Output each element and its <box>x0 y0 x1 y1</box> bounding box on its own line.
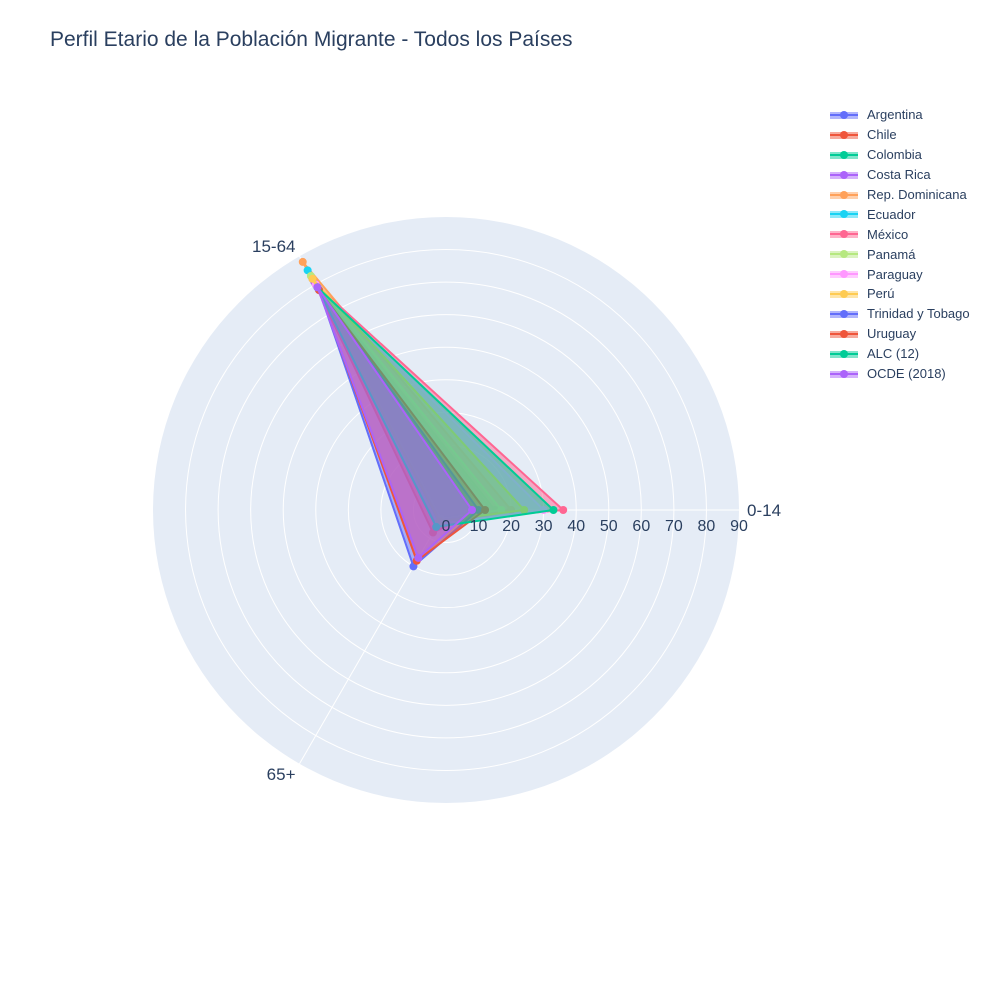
series-point <box>313 283 322 292</box>
legend-item[interactable]: Argentina <box>828 105 970 125</box>
radial-tick-label: 70 <box>665 518 683 535</box>
legend-label: Argentina <box>867 107 923 123</box>
series-point <box>559 506 568 514</box>
radial-tick-label: 80 <box>698 518 716 535</box>
legend-swatch <box>828 288 860 300</box>
axis-labels: 0 10 20 30 40 50 60 70 80 900-14 15-64 65+ <box>252 237 781 784</box>
radial-tick-label: 0 <box>442 518 451 535</box>
legend-item[interactable]: Ecuador <box>828 204 970 224</box>
legend-swatch <box>828 129 860 141</box>
legend-label: México <box>867 226 909 242</box>
chart-title: Perfil Etario de la Población Migrante -… <box>50 28 573 51</box>
radial-tick-label: 10 <box>470 518 488 535</box>
legend-swatch <box>828 228 860 240</box>
series-13 <box>313 283 477 562</box>
angular-label: 15-64 <box>252 237 295 256</box>
legend-item[interactable]: OCDE (2018) <box>828 364 970 384</box>
radial-tick-label: 30 <box>535 518 553 535</box>
legend-swatch <box>828 308 860 320</box>
legend-item[interactable]: Perú <box>828 284 970 304</box>
series-layer <box>298 257 568 571</box>
legend: Argentina Chile Colombia Costa Rica Rep. Dom… <box>828 105 970 383</box>
radial-tick-label: 20 <box>502 518 520 535</box>
legend-label: Colombia <box>867 147 922 163</box>
radial-tick-label: 60 <box>632 518 650 535</box>
legend-swatch <box>828 149 860 161</box>
legend-item[interactable]: México <box>828 224 970 244</box>
legend-label: Costa Rica <box>867 167 931 183</box>
legend-swatch <box>828 189 860 201</box>
legend-label: Panamá <box>867 246 916 262</box>
legend-item[interactable]: Costa Rica <box>828 165 970 185</box>
angular-label: 65+ <box>267 765 296 784</box>
legend-item[interactable]: ALC (12) <box>828 344 970 364</box>
legend-item[interactable]: Chile <box>828 125 970 145</box>
legend-swatch <box>828 268 860 280</box>
angular-label: 0-14 <box>747 501 781 520</box>
series-point <box>298 257 307 266</box>
legend-item[interactable]: Paraguay <box>828 264 970 284</box>
legend-item[interactable]: Uruguay <box>828 324 970 344</box>
legend-label: Paraguay <box>867 266 923 282</box>
legend-swatch <box>828 368 860 380</box>
legend-label: OCDE (2018) <box>867 366 946 382</box>
legend-item[interactable]: Trinidad y Tobago <box>828 304 970 324</box>
radial-tick-label: 90 <box>730 518 748 535</box>
legend-label: Trinidad y Tobago <box>867 306 970 322</box>
legend-label: Rep. Dominicana <box>867 187 967 202</box>
legend-swatch <box>828 169 860 181</box>
radial-tick-label: 40 <box>567 518 585 535</box>
series-point <box>468 506 477 514</box>
legend-swatch <box>828 208 860 220</box>
legend-label: Uruguay <box>867 326 917 342</box>
legend-item[interactable]: Colombia <box>828 145 970 165</box>
legend-label: Chile <box>867 127 897 143</box>
legend-swatch <box>828 109 860 121</box>
radial-tick-label: 50 <box>600 518 618 535</box>
legend-swatch <box>828 348 860 360</box>
legend-label: Ecuador <box>867 206 916 222</box>
legend-label: ALC (12) <box>867 346 920 362</box>
series-area <box>316 286 474 559</box>
legend-item[interactable]: Rep. Dominicana <box>828 185 970 205</box>
legend-label: Perú <box>867 286 895 302</box>
series-point <box>549 506 558 514</box>
series-point <box>414 553 423 562</box>
series-point <box>308 274 317 283</box>
legend-swatch <box>828 328 860 340</box>
legend-swatch <box>828 248 860 260</box>
legend-item[interactable]: Panamá <box>828 244 970 264</box>
